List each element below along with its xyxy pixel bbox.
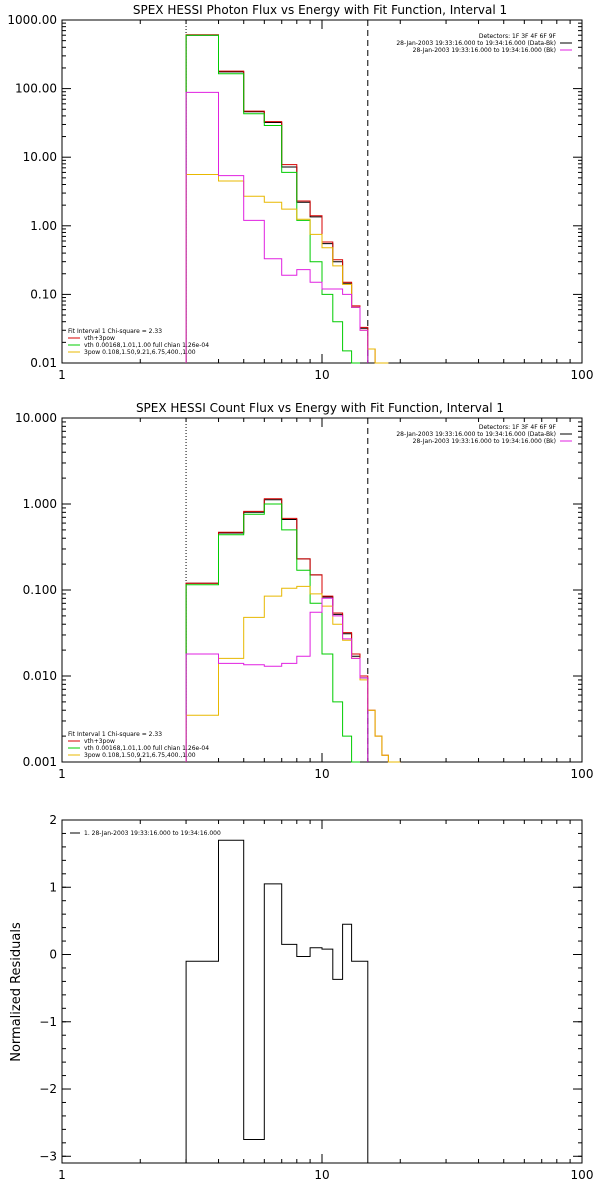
y-axis: 0.001 0.010 0.100 1.000 10.000 — [15, 411, 582, 769]
chart-title: SPEX HESSI Photon Flux vs Energy with Fi… — [133, 3, 507, 17]
data-minus-bk-label: 28-Jan-2003 19:33:16.000 to 19:34:16.000… — [396, 431, 556, 438]
fit-legend: Fit Interval 1 Chi-square = 2.33 vth+3po… — [68, 731, 209, 759]
x-tick-label: 10 — [314, 368, 329, 382]
fit-label-3pow: 3pow 0.108,1.50,9.21,6.75,400.,1.00 — [84, 752, 196, 759]
x-tick-label: 1 — [58, 1168, 66, 1182]
legend: 1. 28-Jan-2003 19:33:16.000 to 19:34:16.… — [70, 830, 221, 837]
legend-label: 1. 28-Jan-2003 19:33:16.000 to 19:34:16.… — [84, 830, 221, 837]
residuals-chart: Normalized Residuals −3 −2 −1 0 1 2 1 10 100 1.… — [9, 813, 593, 1182]
bk-label: 28-Jan-2003 19:33:16.000 to 19:34:16.000… — [413, 47, 556, 54]
fit-label-total: vth+3pow — [84, 738, 115, 745]
series-bk — [185, 597, 369, 762]
x-tick-label: 100 — [571, 767, 594, 781]
series-vth — [185, 503, 360, 763]
series-bk — [185, 91, 369, 363]
spectra — [185, 34, 389, 364]
series-pow3 — [185, 174, 389, 364]
x-tick-label: 100 — [571, 368, 594, 382]
y-tick-label: −1 — [39, 1015, 57, 1029]
y-tick-label: 0.010 — [23, 669, 57, 683]
y-tick-label: 1.000 — [23, 497, 57, 511]
info-legend: Detectors: 1F 3F 4F 6F 9F 28-Jan-2003 19… — [396, 424, 572, 445]
y-tick-label: 100.00 — [15, 82, 57, 96]
photon-flux-chart: SPEX HESSI Photon Flux vs Energy with Fi… — [7, 3, 593, 382]
energy-range-markers — [185, 418, 369, 762]
detectors-label: Detectors: 1F 3F 4F 6F 9F — [479, 424, 557, 431]
bk-label: 28-Jan-2003 19:33:16.000 to 19:34:16.000… — [413, 438, 556, 445]
fit-legend-header: Fit Interval 1 Chi-square = 2.33 — [68, 328, 162, 335]
y-tick-label: 0.01 — [30, 356, 57, 370]
y-tick-label: 10.000 — [15, 411, 57, 425]
x-axis: 1 10 100 — [58, 418, 593, 781]
plot-frame — [61, 19, 583, 364]
x-axis: 1 10 100 — [58, 20, 593, 382]
detectors-label: Detectors: 1F 3F 4F 6F 9F — [479, 33, 557, 40]
energy-range-markers — [185, 20, 369, 363]
chart-title: SPEX HESSI Count Flux vs Energy with Fit… — [136, 401, 504, 415]
y-axis: 0.01 0.10 1.00 10.00 100.00 1000.00 — [7, 13, 582, 370]
x-tick-label: 10 — [314, 1168, 329, 1182]
fit-legend: Fit Interval 1 Chi-square = 2.33 vth+3po… — [68, 328, 209, 356]
data-minus-bk-label: 28-Jan-2003 19:33:16.000 to 19:34:16.000… — [396, 40, 556, 47]
y-tick-label: 0.10 — [30, 287, 57, 301]
y-tick-label: 1 — [49, 880, 57, 894]
x-tick-label: 100 — [571, 1168, 594, 1182]
y-tick-label: 10.00 — [23, 150, 57, 164]
series-data — [185, 34, 369, 363]
x-tick-label: 1 — [58, 767, 66, 781]
x-tick-label: 10 — [314, 767, 329, 781]
count-flux-chart: SPEX HESSI Count Flux vs Energy with Fit… — [15, 401, 593, 781]
y-tick-label: 0.001 — [23, 755, 57, 769]
y-tick-label: 1.00 — [30, 219, 57, 233]
series-vth — [185, 34, 360, 364]
fit-label-3pow: 3pow 0.108,1.50,9.21,6.75,400.,1.00 — [84, 349, 196, 356]
fit-label-total: vth+3pow — [84, 335, 115, 342]
x-axis: 1 10 100 — [58, 820, 593, 1182]
series-residuals — [185, 839, 369, 1163]
y-tick-label: 2 — [49, 813, 57, 827]
y-tick-label: 1000.00 — [7, 13, 57, 27]
y-axis-label: Normalized Residuals — [9, 922, 24, 1062]
spectra — [185, 498, 401, 763]
series-vth3pow — [185, 34, 389, 364]
series-data — [185, 499, 369, 762]
plot-frame — [61, 819, 583, 1164]
y-tick-label: −2 — [39, 1082, 57, 1096]
y-tick-label: 0 — [49, 948, 57, 962]
fit-label-vth: vth 0.00168,1.01,1.00 full chian 1.26e-0… — [84, 745, 209, 752]
y-axis: −3 −2 −1 0 1 2 — [39, 813, 582, 1163]
info-legend: Detectors: 1F 3F 4F 6F 9F 28-Jan-2003 19… — [396, 33, 572, 54]
fit-label-vth: vth 0.00168,1.01,1.00 full chian 1.26e-0… — [84, 342, 209, 349]
x-tick-label: 1 — [58, 368, 66, 382]
residual-steps — [185, 839, 369, 1163]
y-tick-label: −3 — [39, 1149, 57, 1163]
y-tick-label: 0.100 — [23, 583, 57, 597]
fit-legend-header: Fit Interval 1 Chi-square = 2.33 — [68, 731, 162, 738]
